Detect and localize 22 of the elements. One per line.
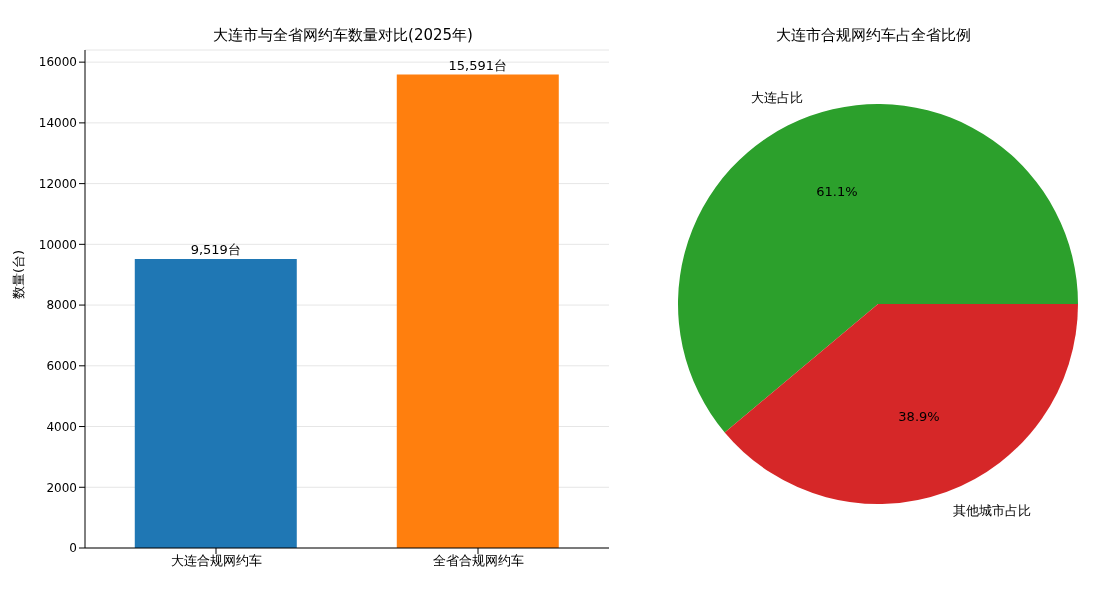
data-label: 61.1% bbox=[816, 183, 858, 199]
y-tick-label: 14000 bbox=[38, 116, 77, 131]
y-tick-label: 12000 bbox=[38, 176, 77, 191]
y-axis-title: 数量(台) bbox=[10, 249, 26, 299]
x-tick-label: 大连合规网约车 bbox=[170, 553, 262, 569]
data-label: 15,591台 bbox=[448, 57, 508, 73]
chart-title: 大连市合规网约车占全省比例 bbox=[774, 26, 972, 45]
y-tick-label: 2000 bbox=[46, 480, 77, 495]
y-tick-label: 4000 bbox=[46, 419, 77, 434]
data-label: 38.9% bbox=[898, 409, 940, 425]
y-tick-label: 10000 bbox=[38, 237, 77, 252]
x-tick-label: 全省合规网约车 bbox=[432, 553, 524, 569]
y-tick-label: 0 bbox=[69, 541, 77, 556]
pie-slice bbox=[724, 304, 1078, 504]
y-tick-label: 16000 bbox=[38, 55, 77, 70]
y-tick-label: 6000 bbox=[46, 359, 77, 374]
slice-label: 其他城市占比 bbox=[953, 503, 1032, 519]
slice-label: 大连占比 bbox=[750, 89, 803, 105]
y-tick-label: 8000 bbox=[46, 298, 77, 313]
chart-title: 大连市与全省网约车数量对比(2025年) bbox=[212, 26, 474, 45]
data-label: 9,519台 bbox=[190, 241, 241, 257]
pie-slice bbox=[678, 104, 1078, 433]
